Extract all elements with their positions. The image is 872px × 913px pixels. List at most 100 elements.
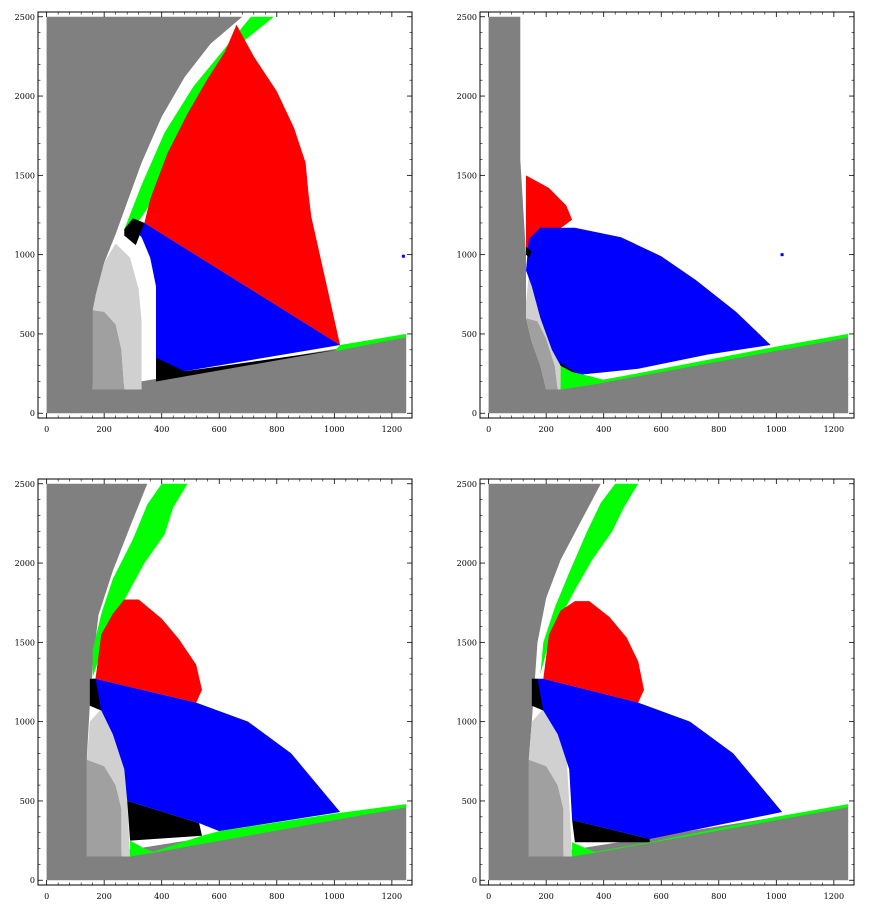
region-3	[526, 273, 561, 390]
region-9	[130, 804, 407, 857]
region-7	[124, 218, 145, 246]
region-4	[92, 483, 188, 678]
plot-frame	[37, 11, 413, 419]
y-tick-label: 500	[20, 797, 35, 806]
y-tick-label: 0	[472, 876, 477, 885]
x-tick-label: 1200	[382, 425, 402, 434]
x-tick-label: 1000	[766, 425, 786, 434]
y-tick-label: 2000	[457, 92, 477, 101]
y-tick-label: 1000	[457, 718, 477, 727]
region-1	[488, 337, 849, 414]
x-tick-label: 0	[44, 892, 49, 901]
x-tick-label: 0	[44, 425, 49, 434]
x-tick-label: 1000	[324, 892, 344, 901]
x-tick-label: 600	[212, 425, 227, 434]
region-0	[488, 16, 547, 390]
y-tick-label: 500	[462, 797, 477, 806]
x-tick-label: 400	[154, 425, 169, 434]
region-3	[528, 709, 573, 857]
region-0	[46, 483, 148, 857]
plot-svg: 0 200 400 600 800 1000 1200 0 500 1000 1500 2000 250…	[457, 478, 855, 901]
region-0	[46, 16, 243, 390]
x-tick-label: 800	[269, 425, 284, 434]
x-tick-label: 400	[596, 892, 611, 901]
x-tick-label: 0	[486, 425, 491, 434]
region-5	[543, 601, 644, 703]
plot-top-left: 0 200 400 600 800 1000 1200 0 500 1000 1500 2000 250…	[10, 8, 420, 440]
region-8	[560, 333, 849, 390]
x-tick-label: 200	[539, 425, 554, 434]
region-9	[334, 333, 407, 352]
x-tick-label: 600	[212, 892, 227, 901]
x-tick-label: 200	[97, 892, 112, 901]
y-tick-label: 2000	[15, 92, 35, 101]
data-point	[780, 253, 784, 257]
region-6	[132, 222, 341, 372]
region-0	[488, 483, 601, 857]
x-tick-label: 800	[711, 425, 726, 434]
region-1	[488, 805, 849, 881]
region-1	[46, 337, 407, 414]
x-tick-label: 800	[269, 892, 284, 901]
region-7	[531, 678, 544, 711]
plot-frame	[37, 478, 413, 886]
region-5	[144, 24, 341, 345]
region-5	[95, 599, 202, 703]
y-tick-label: 2500	[15, 480, 35, 489]
region-6	[92, 678, 341, 832]
region-7	[526, 246, 532, 258]
y-tick-label: 1500	[457, 638, 477, 647]
data-point	[401, 254, 405, 258]
x-tick-label: 1200	[382, 892, 402, 901]
y-tick-label: 0	[30, 876, 35, 885]
x-tick-label: 400	[596, 425, 611, 434]
y-tick-label: 2000	[457, 559, 477, 568]
region-1	[46, 805, 407, 881]
region-8	[156, 349, 338, 382]
region-6	[534, 678, 783, 839]
y-tick-label: 500	[462, 330, 477, 339]
region-3	[92, 243, 142, 390]
x-tick-label: 600	[654, 892, 669, 901]
region-2	[92, 310, 125, 390]
x-tick-label: 200	[539, 892, 554, 901]
y-tick-label: 1000	[15, 251, 35, 260]
plot-bottom-left: 0 200 400 600 800 1000 1200 0 500 1000 1500 2000 250…	[10, 475, 420, 907]
x-tick-label: 600	[654, 425, 669, 434]
y-tick-label: 1500	[15, 171, 35, 180]
y-tick-label: 1500	[457, 171, 477, 180]
plot-svg: 0 200 400 600 800 1000 1200 0 500 1000 1500 2000 250…	[15, 11, 413, 434]
y-tick-label: 1000	[15, 718, 35, 727]
x-tick-label: 0	[486, 892, 491, 901]
x-tick-label: 1200	[824, 892, 844, 901]
x-tick-label: 400	[154, 892, 169, 901]
plot-svg: 0 200 400 600 800 1000 1200 0 500 1000 1500 2000 250…	[15, 478, 413, 901]
plot-svg: 0 200 400 600 800 1000 1200 0 500 1000 1500 2000 250…	[457, 11, 855, 434]
x-tick-label: 1200	[824, 425, 844, 434]
region-9	[572, 804, 849, 857]
x-tick-label: 1000	[766, 892, 786, 901]
plot-top-right: 0 200 400 600 800 1000 1200 0 500 1000 1500 2000 250…	[452, 8, 862, 440]
y-tick-label: 0	[472, 409, 477, 418]
y-tick-label: 2500	[457, 13, 477, 22]
y-tick-label: 0	[30, 409, 35, 418]
y-tick-label: 2500	[15, 13, 35, 22]
region-4	[124, 16, 274, 230]
region-5	[526, 227, 771, 376]
y-tick-label: 1500	[15, 638, 35, 647]
plot-bottom-right: 0 200 400 600 800 1000 1200 0 500 1000 1500 2000 250…	[452, 475, 862, 907]
region-2	[86, 759, 122, 857]
region-8	[572, 820, 650, 843]
region-2	[528, 759, 564, 857]
x-tick-label: 800	[711, 892, 726, 901]
y-tick-label: 2000	[15, 559, 35, 568]
x-tick-label: 1000	[324, 425, 344, 434]
plot-frame	[479, 11, 855, 419]
x-tick-label: 200	[97, 425, 112, 434]
region-7	[89, 678, 102, 711]
y-tick-label: 1000	[457, 251, 477, 260]
y-tick-label: 500	[20, 330, 35, 339]
y-tick-label: 2500	[457, 480, 477, 489]
plot-frame	[479, 478, 855, 886]
region-2	[526, 318, 558, 390]
